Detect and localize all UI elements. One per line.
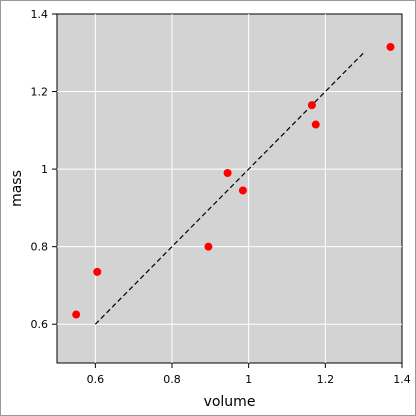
y-tick-label: 1.4 <box>31 8 49 21</box>
data-point <box>223 168 232 177</box>
y-tick-label: 0.8 <box>31 241 49 254</box>
x-tick-label: 0.8 <box>163 373 181 386</box>
data-point <box>72 310 81 319</box>
data-point <box>386 42 395 51</box>
data-point <box>307 101 316 110</box>
data-point <box>238 186 247 195</box>
y-tick-label: 0.6 <box>31 318 49 331</box>
x-tick-label: 1.2 <box>317 373 335 386</box>
x-tick-label: 0.6 <box>87 373 105 386</box>
y-axis-label: mass <box>9 170 25 207</box>
data-point <box>311 120 320 129</box>
y-tick-label: 1.2 <box>31 86 49 99</box>
grid-lines <box>57 14 402 363</box>
data-point <box>204 242 213 251</box>
x-axis-label: volume <box>204 394 256 410</box>
x-tick-label: 1.4 <box>393 373 411 386</box>
x-tick-label: 1 <box>245 373 252 386</box>
y-tick-label: 1 <box>41 163 48 176</box>
data-point <box>93 267 102 276</box>
data-points <box>72 42 395 319</box>
axis-ticks: 0.6 0.8 1 1.2 1.4 0.6 0.8 1 1.2 1.4 <box>31 8 411 386</box>
